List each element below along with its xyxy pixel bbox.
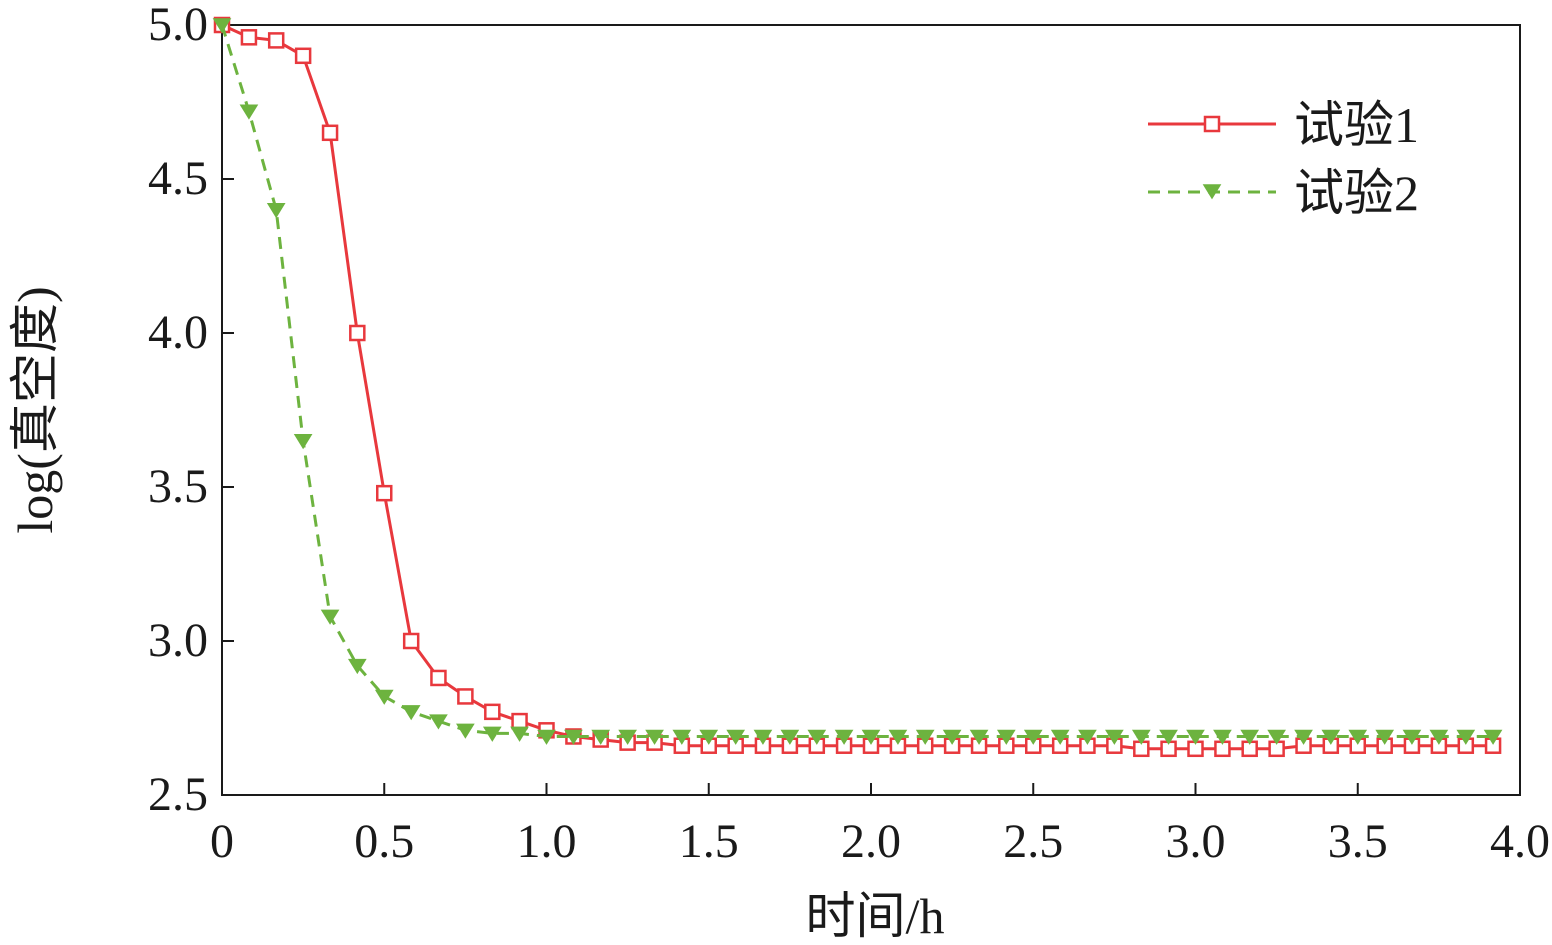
data-point — [807, 729, 827, 745]
x-tick-label: 4.0 — [1490, 815, 1550, 868]
x-tick-label: 3.0 — [1166, 815, 1226, 868]
x-axis-title: 时间/h — [806, 888, 945, 944]
x-tick-label: 2.0 — [841, 815, 901, 868]
data-point — [1402, 729, 1422, 745]
data-point — [456, 723, 475, 739]
y-tick-label: 4.0 — [148, 306, 208, 359]
data-point — [1105, 729, 1124, 745]
y-tick-label: 2.5 — [148, 768, 208, 821]
data-point — [240, 29, 258, 46]
data-point — [537, 729, 556, 745]
data-point — [320, 609, 340, 625]
data-point — [239, 104, 259, 120]
data-point — [1375, 729, 1395, 745]
data-point — [430, 669, 447, 687]
series-2 — [212, 18, 1503, 745]
data-point — [699, 729, 719, 745]
y-tick-label: 4.5 — [148, 152, 208, 205]
x-tick-label: 2.5 — [1003, 815, 1063, 868]
data-point — [1267, 729, 1286, 745]
data-point — [942, 729, 962, 745]
x-tick-label: 0.5 — [354, 815, 414, 868]
data-point — [267, 32, 285, 49]
data-point — [482, 726, 502, 742]
legend: 试验1 试验2 — [1148, 97, 1419, 221]
data-point — [457, 688, 474, 705]
data-point — [321, 124, 339, 142]
x-tick-label: 1.0 — [517, 815, 577, 868]
legend-marker-series-1 — [1203, 115, 1221, 133]
data-point — [294, 47, 312, 65]
data-point — [212, 18, 232, 34]
data-point — [1050, 729, 1070, 745]
data-point — [349, 324, 366, 342]
data-point — [726, 729, 746, 745]
data-point — [293, 434, 313, 450]
data-point — [888, 729, 908, 745]
data-point — [915, 729, 935, 745]
data-point — [1321, 729, 1341, 745]
data-point — [618, 729, 637, 745]
data-point — [645, 729, 664, 745]
data-point — [1213, 729, 1232, 745]
y-axis-ticks: 2.5 3.0 3.5 4.0 4.5 5.0 — [148, 0, 234, 821]
y-tick-label: 5.0 — [148, 0, 208, 51]
data-point — [1294, 729, 1313, 745]
data-point — [374, 689, 394, 705]
x-tick-label: 3.5 — [1328, 815, 1388, 868]
data-point — [1429, 729, 1449, 745]
y-tick-label: 3.0 — [148, 614, 208, 667]
data-point — [484, 703, 501, 721]
data-point — [401, 705, 421, 721]
data-point — [564, 729, 583, 745]
data-point — [1348, 729, 1368, 745]
legend-marker-series-2 — [1202, 184, 1222, 200]
data-point — [376, 484, 393, 502]
data-point — [753, 729, 773, 745]
data-point — [834, 729, 854, 745]
data-point — [402, 632, 420, 650]
y-axis-title: log(真空度) — [7, 286, 63, 533]
data-point — [1159, 729, 1178, 745]
legend-label-series-2: 试验2 — [1294, 165, 1419, 221]
data-point — [510, 726, 529, 742]
data-point — [861, 729, 881, 745]
x-axis-ticks: 0 0.5 1.0 1.5 2.0 2.5 3.0 3.5 4.0 — [210, 783, 1550, 868]
data-point — [1456, 729, 1476, 745]
series-1 — [213, 16, 1502, 758]
x-tick-label: 1.5 — [679, 815, 739, 868]
data-point — [591, 729, 611, 745]
data-point — [1131, 729, 1151, 745]
data-point — [1240, 729, 1260, 745]
data-point — [1483, 729, 1503, 745]
series-layer — [212, 16, 1503, 758]
data-point — [511, 712, 528, 730]
y-tick-label: 3.5 — [148, 460, 208, 513]
data-point — [429, 714, 448, 730]
legend-label-series-1: 试验1 — [1294, 97, 1419, 153]
data-point — [780, 729, 800, 745]
x-tick-label: 0 — [210, 815, 234, 868]
data-point — [969, 729, 989, 745]
data-point — [347, 658, 367, 675]
data-point — [1023, 729, 1043, 745]
data-point — [266, 203, 286, 219]
data-point — [672, 729, 692, 745]
data-point — [1078, 729, 1097, 745]
data-point — [1186, 729, 1205, 745]
data-point — [996, 729, 1016, 745]
